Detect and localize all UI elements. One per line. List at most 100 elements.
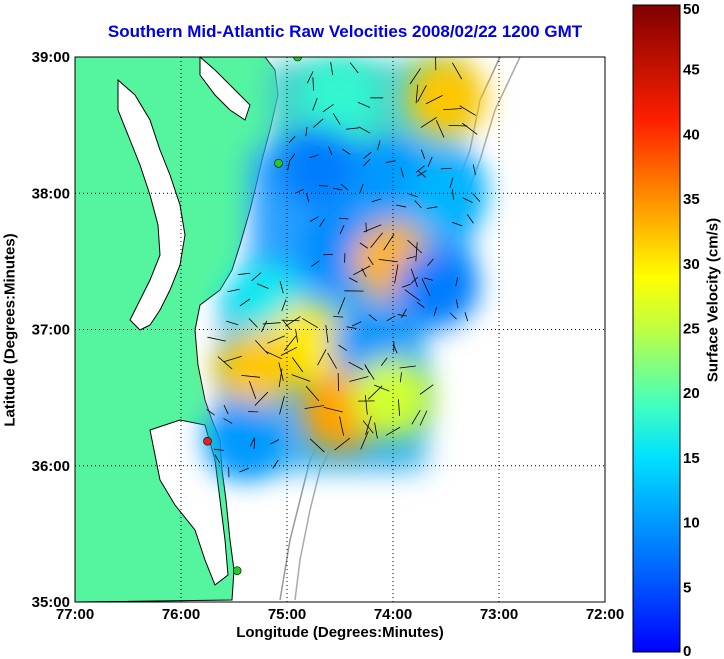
velocity-arrow (239, 298, 251, 307)
velocity-arrow (399, 372, 402, 383)
velocity-arrow (397, 314, 407, 317)
velocity-arrow (417, 170, 427, 177)
velocity-arrow (362, 420, 374, 434)
velocity-arrow (217, 356, 233, 370)
y-tick-label: 35:00 (32, 594, 70, 611)
velocity-arrow (377, 140, 381, 151)
velocity-arrow (348, 277, 358, 283)
velocity-arrow (410, 268, 418, 288)
velocity-arrow (309, 216, 319, 222)
velocity-arrow (435, 120, 445, 138)
velocity-arrow (425, 95, 443, 105)
x-axis-label: Longitude (Degrees:Minutes) (236, 624, 444, 641)
velocity-arrow (415, 165, 425, 173)
velocity-arrow (338, 344, 348, 351)
velocity-arrow (253, 438, 256, 449)
velocity-arrow (365, 415, 372, 435)
velocity-arrow (398, 399, 400, 416)
velocity-arrow (302, 318, 319, 329)
velocity-arrow (420, 149, 426, 160)
colorbar-tick-label: 5 (683, 579, 691, 596)
velocity-arrow (351, 321, 362, 327)
velocity-arrow (415, 242, 418, 262)
colorbar-tick-label: 50 (683, 1, 700, 18)
velocity-cell (395, 248, 476, 329)
velocity-arrow (472, 193, 481, 202)
velocity-arrow (318, 185, 329, 187)
x-tick-label: 74:00 (374, 606, 412, 623)
plot-frame (74, 56, 606, 603)
velocity-arrow (312, 97, 318, 111)
colorbar-tick-label: 25 (683, 321, 700, 338)
velocity-arrow (305, 193, 310, 203)
velocity-arrow (279, 396, 285, 415)
velocity-arrow (407, 239, 423, 254)
velocity-arrow (370, 232, 383, 248)
velocity-arrow (440, 167, 452, 170)
y-tick-label: 37:00 (32, 322, 70, 339)
velocity-arrow (416, 301, 425, 309)
velocity-arrow (288, 135, 296, 144)
velocity-arrow (261, 320, 268, 333)
velocity-arrow (368, 314, 377, 322)
y-tick-label: 38:00 (32, 185, 70, 202)
velocity-arrow (285, 316, 301, 327)
hf-radar-station (203, 436, 212, 446)
velocity-arrow (452, 62, 463, 80)
velocity-arrow (349, 376, 369, 382)
velocity-arrow (360, 431, 369, 450)
velocity-arrow (317, 349, 327, 366)
velocity-arrow (265, 350, 282, 360)
velocity-arrow (363, 151, 372, 159)
velocity-arrow (319, 218, 325, 227)
velocity-arrow (337, 297, 346, 315)
velocity-arrow (291, 374, 311, 382)
velocity-arrow (358, 126, 371, 134)
velocity-arrow (325, 324, 329, 343)
velocity-arrow (421, 278, 431, 297)
velocity-arrow (305, 385, 320, 402)
velocity-arrow (353, 265, 371, 276)
velocity-arrow (472, 164, 476, 176)
velocity-arrow (464, 312, 469, 322)
velocity-arrow (452, 189, 454, 200)
velocity-cell (300, 57, 380, 138)
velocity-arrow (255, 340, 269, 355)
y-tick-label: 36:00 (32, 458, 70, 475)
velocity-arrow (278, 362, 284, 381)
velocity-arrow (348, 361, 364, 371)
colorbar-tick-label: 40 (683, 126, 700, 143)
velocity-arrow (227, 288, 240, 293)
colorbar-tick-label: 45 (683, 62, 700, 79)
velocity-arrow (249, 437, 255, 447)
velocity-arrow (269, 439, 280, 445)
velocity-arrow (223, 355, 242, 363)
velocity-arrow (332, 113, 341, 125)
velocity-arrow (373, 384, 390, 392)
velocity-arrow (406, 256, 416, 260)
velocity-arrow (279, 281, 284, 294)
colorbar-tick-label: 10 (683, 515, 700, 532)
velocity-arrow (386, 315, 396, 322)
velocity-arrow (410, 276, 419, 284)
velocity-arrow (411, 410, 421, 425)
velocity-arrow (419, 410, 428, 426)
velocity-arrow (367, 256, 374, 266)
velocity-arrow (306, 71, 314, 84)
velocity-arrow (374, 422, 378, 439)
pamlico-sound (149, 419, 229, 586)
velocity-arrow (213, 448, 224, 451)
colorbar-tick-label: 35 (683, 191, 700, 208)
velocity-arrow (295, 188, 304, 194)
velocity-arrow (449, 312, 457, 320)
velocity-arrow (417, 85, 427, 103)
velocity-arrow (289, 153, 296, 162)
x-tick-label: 73:00 (480, 606, 518, 623)
velocity-arrow (223, 418, 233, 424)
velocity-arrow (256, 283, 269, 289)
velocity-arrow (362, 158, 371, 167)
velocity-arrow (385, 160, 396, 163)
delaware-bay (199, 57, 251, 121)
velocity-arrow (278, 368, 283, 388)
velocity-arrow (433, 306, 438, 316)
